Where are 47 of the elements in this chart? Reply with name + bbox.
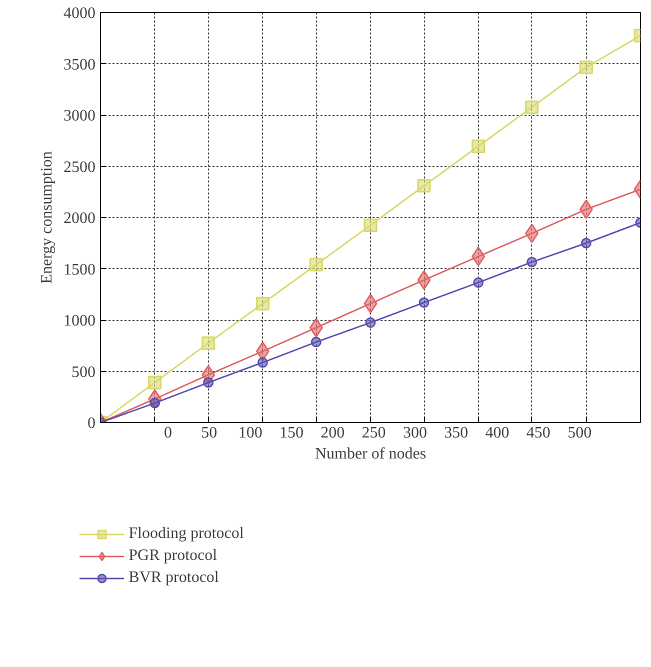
x-axis-title: Number of nodes <box>314 446 426 462</box>
point <box>580 238 592 248</box>
x-tick-label: 0 <box>164 424 172 442</box>
legend-label: BVR protocol <box>128 569 219 588</box>
y-tick-label: 2000 <box>64 210 96 227</box>
point <box>579 60 593 74</box>
point <box>579 200 593 220</box>
point <box>364 294 378 314</box>
point <box>309 258 323 272</box>
point <box>257 357 268 368</box>
point <box>310 336 322 348</box>
y-tick-label: 3500 <box>64 56 96 74</box>
x-tick-label: 300 <box>402 424 427 442</box>
y-tick-label: 3000 <box>64 108 96 124</box>
point <box>256 296 270 310</box>
x-tick-label: 200 <box>320 424 345 442</box>
x-tick-label: 250 <box>362 424 386 442</box>
point <box>202 336 216 350</box>
x-tick-label: 150 <box>279 424 304 442</box>
point <box>526 256 538 268</box>
point <box>364 218 378 232</box>
x-tick-label: 500 <box>568 424 592 442</box>
point <box>203 377 214 388</box>
x-tick-label: 100 <box>238 424 262 442</box>
legend-label: PGR protocol <box>128 547 218 566</box>
point <box>472 140 486 154</box>
x-tick-label: 400 <box>485 424 510 442</box>
y-axis-title: Energy consumption <box>38 151 56 284</box>
y-tick-label: 4000 <box>64 5 96 22</box>
y-tick-label: 1500 <box>64 261 96 278</box>
point <box>417 178 431 192</box>
x-tick-label: 450 <box>526 424 550 442</box>
point <box>525 100 539 114</box>
point <box>365 317 376 328</box>
point <box>473 277 484 288</box>
point <box>418 297 430 308</box>
point <box>525 224 539 244</box>
y-tick-label: 1000 <box>64 312 96 330</box>
point <box>417 270 431 290</box>
y-tick-label: 500 <box>72 364 96 381</box>
x-tick-label: 50 <box>201 424 218 442</box>
point <box>472 246 486 266</box>
point <box>309 318 323 338</box>
point <box>148 376 162 390</box>
legend-label: Flooding protocol <box>128 525 244 544</box>
y-tick-label: 2500 <box>64 158 96 176</box>
x-tick-label: 350 <box>444 424 468 442</box>
